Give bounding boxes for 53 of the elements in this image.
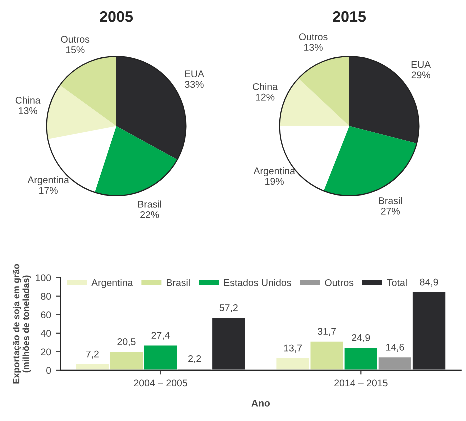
data-label: 13% — [304, 44, 323, 52]
slice-label: EUA — [185, 70, 204, 78]
data-label: 24,9 — [352, 334, 370, 342]
data-label: 27,4 — [152, 332, 170, 340]
slice-label: Outros — [299, 34, 328, 41]
data-label: 12% — [256, 94, 275, 101]
data-label: 22% — [140, 211, 160, 218]
data-label: 13,7 — [284, 344, 302, 353]
data-label: 15% — [66, 46, 85, 54]
legend-label: Outros — [325, 279, 354, 286]
legend-label: Estados Unidos — [224, 279, 292, 286]
y-tick-label: 20 — [41, 348, 52, 356]
data-label: 20,5 — [118, 338, 136, 347]
slice-label: Argentina — [28, 176, 70, 186]
slice-label: EUA — [412, 61, 432, 68]
x-tick-label: 2004 – 2005 — [134, 380, 188, 387]
slice-label: Argentina — [254, 167, 296, 177]
y-tick-label: 60 — [41, 312, 52, 319]
data-label: 14,6 — [386, 344, 404, 352]
data-label: 33% — [185, 81, 204, 88]
y-tick-label: 0 — [46, 367, 52, 374]
pie-slice — [60, 56, 116, 126]
x-axis-title: Ano — [252, 400, 270, 407]
legend-label: Brasil — [167, 279, 190, 286]
legend-label: Total — [387, 279, 407, 286]
data-label: 57,2 — [220, 304, 238, 313]
y-axis-title: Exportação de soja em grão (milhões de toneladas) — [12, 264, 32, 384]
data-label: 7,2 — [86, 350, 99, 359]
data-label: 17% — [40, 187, 58, 194]
data-label: 13% — [19, 108, 38, 114]
slice-label: China — [16, 96, 41, 104]
pie-slice — [280, 78, 350, 126]
pie-slice — [324, 126, 417, 196]
data-label: 19% — [266, 178, 284, 186]
y-tick-label: 100 — [36, 274, 52, 282]
slice-label: Brasil — [138, 200, 162, 208]
legend-label: Argentina — [92, 279, 134, 288]
chart-title: 2015 — [333, 11, 366, 22]
y-tick-label: 40 — [40, 330, 52, 338]
data-label: 27% — [381, 208, 400, 215]
slice-label: Brasil — [379, 197, 402, 204]
data-label: 29% — [412, 72, 430, 79]
x-tick-label: 2014 – 2015 — [334, 380, 388, 387]
pie-slice — [94, 126, 178, 196]
slice-label: China — [253, 83, 278, 90]
y-tick-label: 80 — [41, 293, 52, 300]
pie-slice — [298, 56, 350, 126]
chart-title: 2005 — [100, 11, 134, 22]
data-label: 84,9 — [420, 278, 438, 287]
pie-slice — [46, 85, 116, 140]
data-label: 31,7 — [318, 328, 336, 336]
data-label: 2,2 — [188, 355, 202, 364]
slice-label: Outros — [61, 36, 90, 43]
